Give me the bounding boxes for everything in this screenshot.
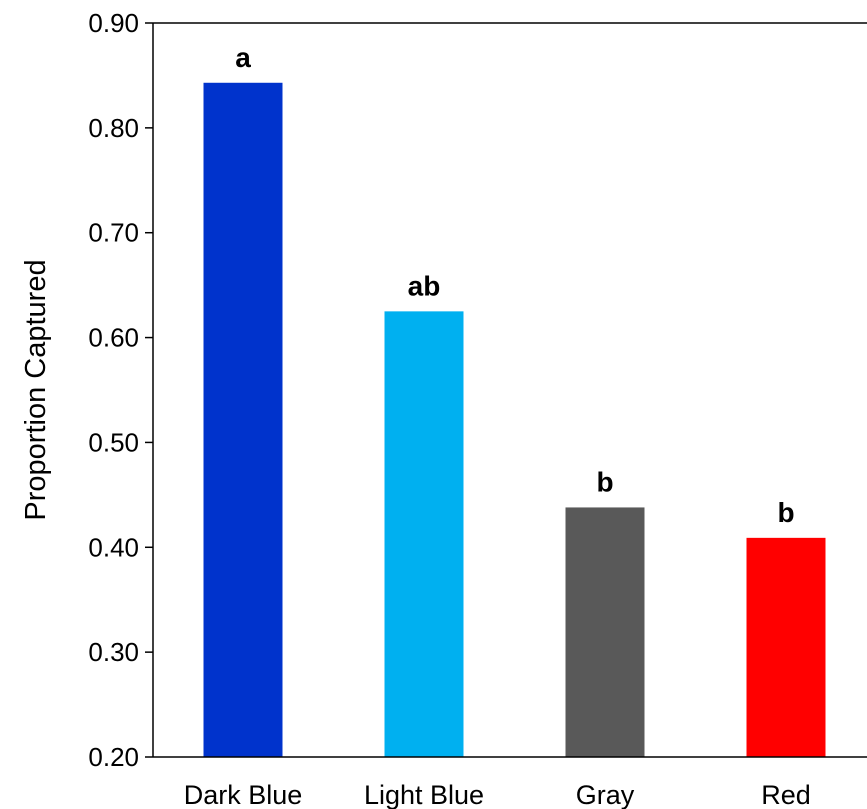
y-tick-label: 0.80 bbox=[88, 113, 139, 143]
y-tick-label: 0.20 bbox=[88, 742, 139, 772]
x-category-label: Dark Blue bbox=[184, 780, 303, 809]
significance-letter: b bbox=[596, 466, 613, 497]
bar bbox=[203, 82, 283, 758]
bar bbox=[565, 507, 645, 757]
significance-letter: a bbox=[235, 42, 251, 73]
significance-letter: b bbox=[777, 497, 794, 528]
y-tick-label: 0.70 bbox=[88, 218, 139, 248]
bars-group bbox=[203, 82, 826, 758]
y-axis-title: Proportion Captured bbox=[20, 259, 52, 520]
y-tick-label: 0.50 bbox=[88, 427, 139, 457]
x-category-label: Gray bbox=[576, 780, 635, 809]
x-axis-categories: Dark Blue Light Blue Gray Red bbox=[184, 780, 811, 809]
y-axis-ticks: 0.20 0.30 0.40 0.50 0.60 0.70 0.80 0.90 bbox=[88, 8, 153, 772]
y-tick-label: 0.90 bbox=[88, 8, 139, 38]
y-tick-label: 0.40 bbox=[88, 532, 139, 562]
bar bbox=[384, 311, 464, 757]
y-tick-label: 0.60 bbox=[88, 323, 139, 353]
significance-letter: ab bbox=[408, 270, 441, 301]
bar-annotations: a ab b b bbox=[235, 42, 794, 528]
x-category-label: Light Blue bbox=[364, 780, 484, 809]
x-category-label: Red bbox=[761, 780, 811, 809]
bar bbox=[746, 537, 826, 757]
y-tick-label: 0.30 bbox=[88, 637, 139, 667]
